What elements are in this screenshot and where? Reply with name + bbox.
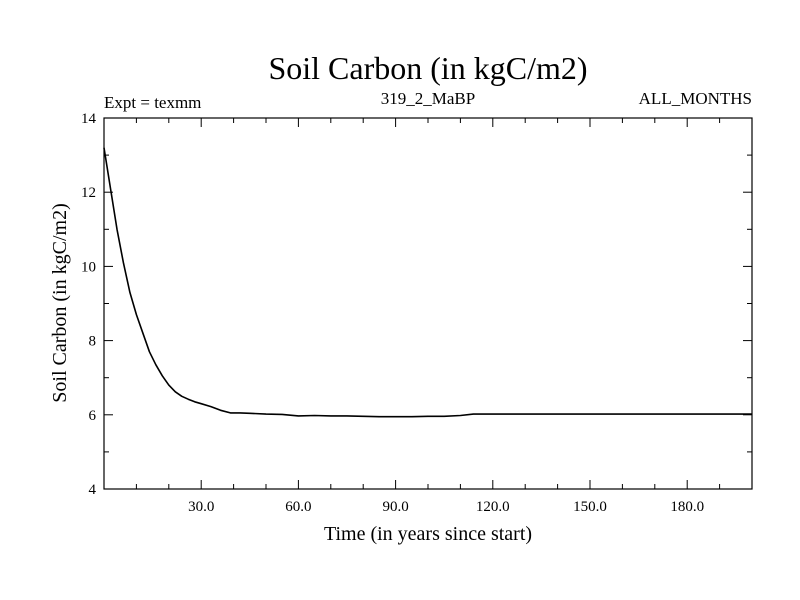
x-tick-label: 90.0 — [382, 499, 408, 515]
x-tick-label: 30.0 — [188, 499, 214, 515]
y-tick-label: 10 — [81, 259, 96, 275]
x-axis-label: Time (in years since start) — [324, 523, 532, 545]
months-label: ALL_MONTHS — [639, 89, 752, 108]
y-tick-label: 12 — [81, 185, 96, 201]
plot-area-frame — [103, 117, 753, 490]
y-tick-label: 8 — [89, 334, 97, 350]
run-label: 319_2_MaBP — [381, 89, 475, 108]
axis-ticks — [104, 117, 752, 490]
chart-title: Soil Carbon (in kgC/m2) — [268, 50, 587, 86]
x-tick-label: 180.0 — [670, 499, 704, 515]
x-tick-label: 60.0 — [285, 499, 311, 515]
y-tick-label: 6 — [89, 408, 97, 424]
y-tick-label: 4 — [89, 482, 97, 498]
y-tick-label: 14 — [81, 111, 97, 127]
experiment-label: Expt = texmm — [104, 93, 201, 112]
y-axis-label: Soil Carbon (in kgC/m2) — [49, 203, 71, 402]
x-tick-label: 120.0 — [476, 499, 510, 515]
x-tick-label: 150.0 — [573, 499, 607, 515]
x-tick-labels: 30.0 60.0 90.0 120.0 150.0 180.0 — [188, 499, 704, 515]
y-tick-labels: 4 6 8 10 12 14 — [81, 111, 97, 498]
soil-carbon-line — [103, 147, 752, 418]
